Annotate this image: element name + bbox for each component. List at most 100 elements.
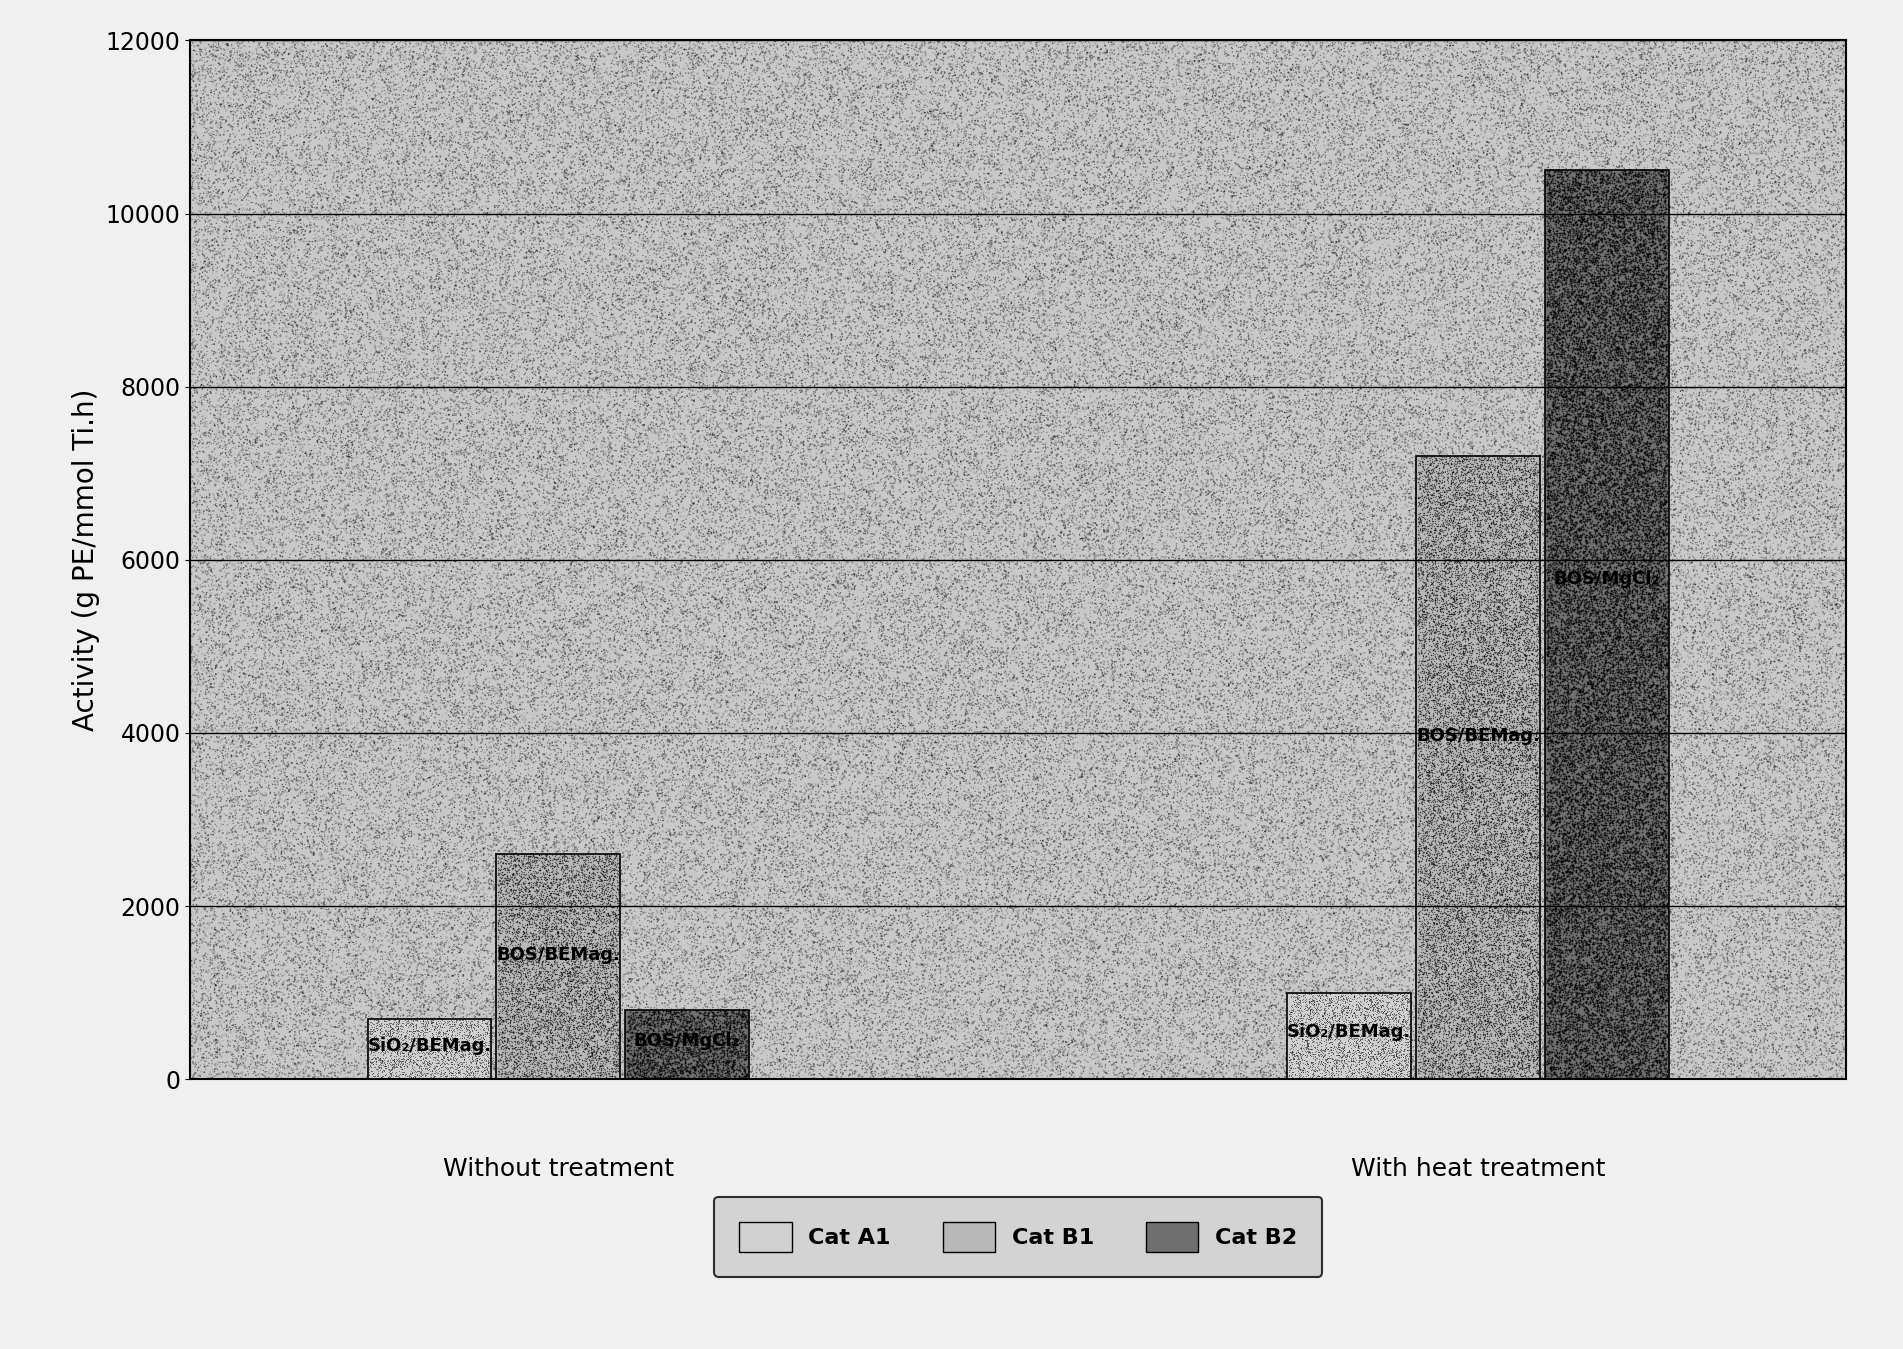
Point — [879, 456, 910, 478]
Point — [1380, 761, 1410, 782]
Point — [1547, 256, 1578, 278]
Point — [421, 271, 451, 293]
Point — [1519, 874, 1549, 896]
Point — [837, 156, 868, 178]
Point — [1779, 413, 1810, 434]
Point — [1650, 442, 1680, 464]
Point — [352, 862, 383, 884]
Point — [198, 140, 228, 162]
Point — [1595, 809, 1625, 831]
Point — [672, 173, 702, 194]
Point — [424, 1063, 455, 1085]
Point — [592, 101, 622, 123]
Point — [1536, 645, 1566, 666]
Point — [186, 1017, 217, 1039]
Point — [1549, 1029, 1579, 1051]
Point — [1581, 595, 1612, 616]
Point — [1585, 998, 1616, 1020]
Point — [1349, 414, 1380, 436]
Point — [571, 932, 601, 954]
Point — [795, 692, 826, 714]
Point — [1785, 1036, 1815, 1058]
Point — [1355, 150, 1385, 171]
Point — [428, 403, 459, 425]
Point — [493, 869, 523, 890]
Point — [961, 693, 991, 715]
Point — [1494, 831, 1524, 853]
Point — [1559, 502, 1589, 523]
Point — [219, 796, 249, 817]
Point — [868, 241, 898, 263]
Point — [1648, 259, 1678, 281]
Point — [540, 741, 571, 762]
Point — [1068, 63, 1098, 85]
Point — [1016, 274, 1047, 295]
Point — [858, 240, 889, 262]
Point — [816, 62, 847, 84]
Point — [441, 648, 472, 669]
Point — [443, 915, 474, 936]
Point — [280, 757, 310, 778]
Point — [1087, 564, 1117, 585]
Point — [1250, 1025, 1281, 1047]
Point — [1505, 689, 1536, 711]
Point — [1659, 471, 1690, 492]
Point — [1317, 1041, 1347, 1063]
Point — [1800, 998, 1831, 1020]
Point — [672, 683, 702, 704]
Point — [1184, 924, 1214, 946]
Point — [763, 855, 794, 877]
Point — [1414, 223, 1444, 244]
Point — [940, 585, 971, 607]
Point — [1186, 919, 1216, 940]
Point — [1570, 272, 1600, 294]
Point — [1085, 42, 1115, 63]
Point — [1439, 1021, 1469, 1043]
Point — [1098, 360, 1128, 382]
Point — [1707, 147, 1737, 169]
Point — [1317, 987, 1347, 1009]
Point — [1597, 770, 1627, 792]
Point — [1437, 413, 1467, 434]
Point — [826, 583, 856, 604]
Point — [280, 220, 310, 241]
Point — [1638, 511, 1669, 533]
Point — [1441, 592, 1471, 614]
Point — [335, 155, 365, 177]
Point — [1574, 116, 1604, 138]
Point — [1770, 1024, 1800, 1045]
Point — [398, 509, 428, 530]
Point — [1208, 382, 1239, 403]
Point — [1705, 769, 1736, 791]
Point — [337, 484, 367, 506]
Point — [1178, 791, 1208, 812]
Point — [1772, 602, 1802, 623]
Point — [1094, 324, 1125, 345]
Point — [912, 76, 942, 97]
Point — [809, 588, 839, 610]
Point — [1496, 978, 1526, 1000]
Point — [1557, 626, 1587, 648]
Point — [1572, 931, 1602, 952]
Point — [1153, 1008, 1184, 1029]
Point — [929, 461, 959, 483]
Point — [670, 978, 700, 1000]
Point — [278, 951, 308, 973]
Point — [1395, 40, 1425, 62]
Point — [185, 375, 215, 397]
Point — [1418, 943, 1448, 965]
Point — [1520, 500, 1551, 522]
Point — [1157, 808, 1187, 830]
Point — [1612, 1010, 1642, 1032]
Point — [428, 447, 459, 468]
Point — [1178, 380, 1208, 402]
Point — [268, 751, 299, 773]
Point — [1606, 635, 1637, 657]
Point — [1031, 532, 1062, 553]
Point — [1191, 103, 1222, 124]
Point — [1439, 537, 1469, 558]
Point — [1239, 171, 1269, 193]
Point — [1492, 1012, 1522, 1033]
Point — [295, 394, 325, 415]
Point — [512, 1032, 542, 1054]
